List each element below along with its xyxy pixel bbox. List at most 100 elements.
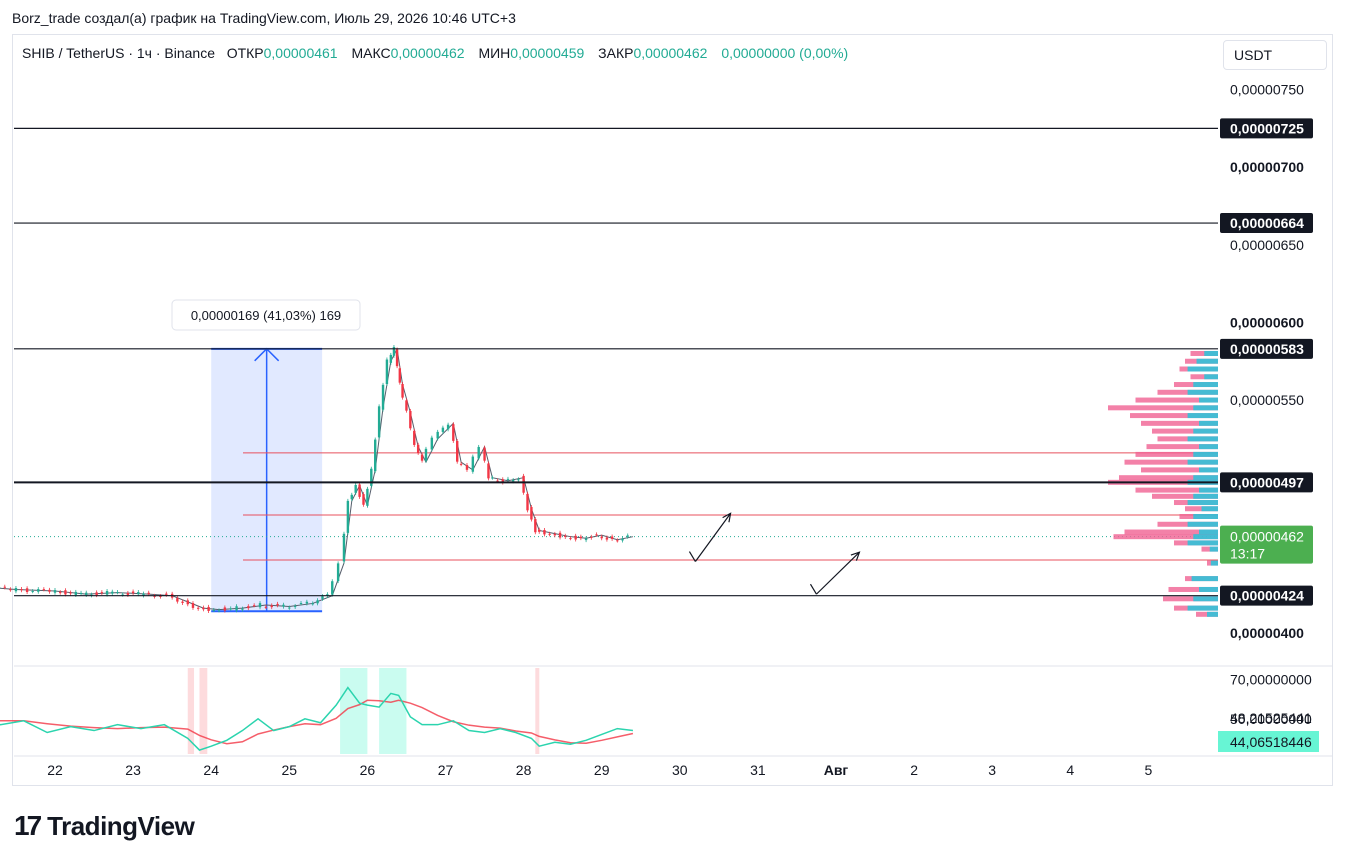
projection-arrow-head-icon xyxy=(722,512,732,523)
rsi-oversold-zone xyxy=(187,668,195,754)
candle-body xyxy=(416,444,420,453)
volume-profile-up-bar xyxy=(1199,487,1218,493)
candle-body xyxy=(202,607,205,610)
time-axis-tick: 27 xyxy=(438,762,454,778)
volume-profile-bar xyxy=(1163,596,1218,602)
candle-body xyxy=(564,535,567,537)
projection-arrow-start xyxy=(688,551,696,562)
candle-body xyxy=(14,588,18,592)
volume-profile-up-bar xyxy=(1193,382,1218,388)
candle-body xyxy=(241,608,244,610)
candle-body xyxy=(165,593,168,595)
low-label: МИН xyxy=(478,45,511,61)
volume-profile-up-bar xyxy=(1193,428,1218,434)
candle-body xyxy=(579,536,583,539)
time-axis-tick: 4 xyxy=(1066,762,1074,778)
candle-body xyxy=(147,592,150,595)
projection-arrow-line xyxy=(816,551,860,595)
open-value: 0,00000461 xyxy=(263,45,338,61)
candle-body xyxy=(354,484,357,493)
time-axis-tick: 25 xyxy=(282,762,298,778)
projection-arrow-head-icon xyxy=(850,551,861,561)
candle-body xyxy=(264,606,268,608)
candle-body xyxy=(548,533,551,535)
candle-body xyxy=(247,606,250,609)
price-axis-tick: 0,00000650 xyxy=(1230,237,1304,253)
candle-body xyxy=(491,477,494,479)
chart-frame xyxy=(12,34,1333,786)
tradingview-wordmark: TradingView xyxy=(47,810,195,841)
candle-body xyxy=(79,592,83,594)
open-label: ОТКР xyxy=(226,45,264,61)
time-axis-tick: 28 xyxy=(516,762,532,778)
candle-body xyxy=(25,588,29,592)
volume-profile-bar xyxy=(1152,493,1218,499)
volume-profile-up-bar xyxy=(1187,413,1218,419)
price-axis-tick: 0,00000700 xyxy=(1230,159,1304,175)
candle-body xyxy=(446,424,450,430)
candle-body xyxy=(331,581,334,595)
candle-body xyxy=(235,606,238,611)
candle-body xyxy=(389,354,393,363)
candle-body xyxy=(305,601,309,604)
candle-body xyxy=(59,592,62,594)
candle-body xyxy=(321,596,324,599)
candle-body xyxy=(456,440,459,462)
candle-body xyxy=(530,507,533,520)
symbol-name[interactable]: SHIB / TetherUS · 1ч · Binance xyxy=(22,45,216,61)
volume-profile-up-bar xyxy=(1199,586,1218,592)
candle-body xyxy=(207,606,210,611)
volume-profile-up-bar xyxy=(1210,560,1218,566)
tradingview-logo[interactable]: 17 TradingView xyxy=(14,810,195,842)
volume-profile-bar xyxy=(1135,487,1218,493)
time-axis-tick: 31 xyxy=(750,762,766,778)
candle-body xyxy=(131,591,135,594)
candle-body xyxy=(196,607,200,609)
rsi-current-badge xyxy=(1218,731,1319,752)
candle-body xyxy=(374,439,377,472)
candle-body xyxy=(590,536,593,538)
volume-profile-bar xyxy=(1141,467,1218,473)
candle-body xyxy=(217,610,221,612)
candle-body xyxy=(37,589,40,592)
candle-body xyxy=(600,536,603,539)
time-axis-tick: 29 xyxy=(594,762,610,778)
candle-body xyxy=(121,594,124,596)
symbol-legend: SHIB / TetherUS · 1ч · Binance ОТКР0,000… xyxy=(22,45,858,61)
tradingview-mark-icon: 17 xyxy=(14,810,42,841)
candle-body xyxy=(362,494,365,505)
price-level-badge-label: 0,00000497 xyxy=(1230,474,1304,490)
candle-body xyxy=(471,456,475,472)
candle-body xyxy=(398,368,402,383)
candle-body xyxy=(181,601,184,603)
candle-body xyxy=(137,592,140,595)
candle-body xyxy=(258,603,262,608)
time-axis-tick: 30 xyxy=(672,762,688,778)
candle-body xyxy=(534,519,537,533)
candle-body xyxy=(293,606,297,608)
candle-body xyxy=(276,603,279,606)
candle-body xyxy=(405,400,408,411)
candle-body xyxy=(346,500,350,533)
candle-body xyxy=(385,359,389,385)
candle-body xyxy=(610,536,614,539)
candle-body xyxy=(616,540,619,542)
candle-body xyxy=(111,591,114,594)
time-axis-tick: Авг xyxy=(824,762,849,778)
volume-profile-up-bar xyxy=(1204,374,1218,380)
volume-profile-bar xyxy=(1124,529,1218,535)
candle-body xyxy=(311,603,314,605)
candle-body xyxy=(366,488,369,506)
rsi-current-value: 44,06518446 xyxy=(1230,734,1312,750)
currency-selector[interactable]: USDT xyxy=(1223,40,1327,70)
candle-body xyxy=(270,605,273,608)
candle-body xyxy=(506,478,510,480)
candle-body xyxy=(452,424,455,441)
candle-body xyxy=(336,563,340,582)
projection-arrow-line xyxy=(694,513,732,562)
candle-body xyxy=(176,598,179,602)
candle-body xyxy=(31,591,34,593)
candle-body xyxy=(95,592,98,596)
rsi-line xyxy=(0,686,634,751)
